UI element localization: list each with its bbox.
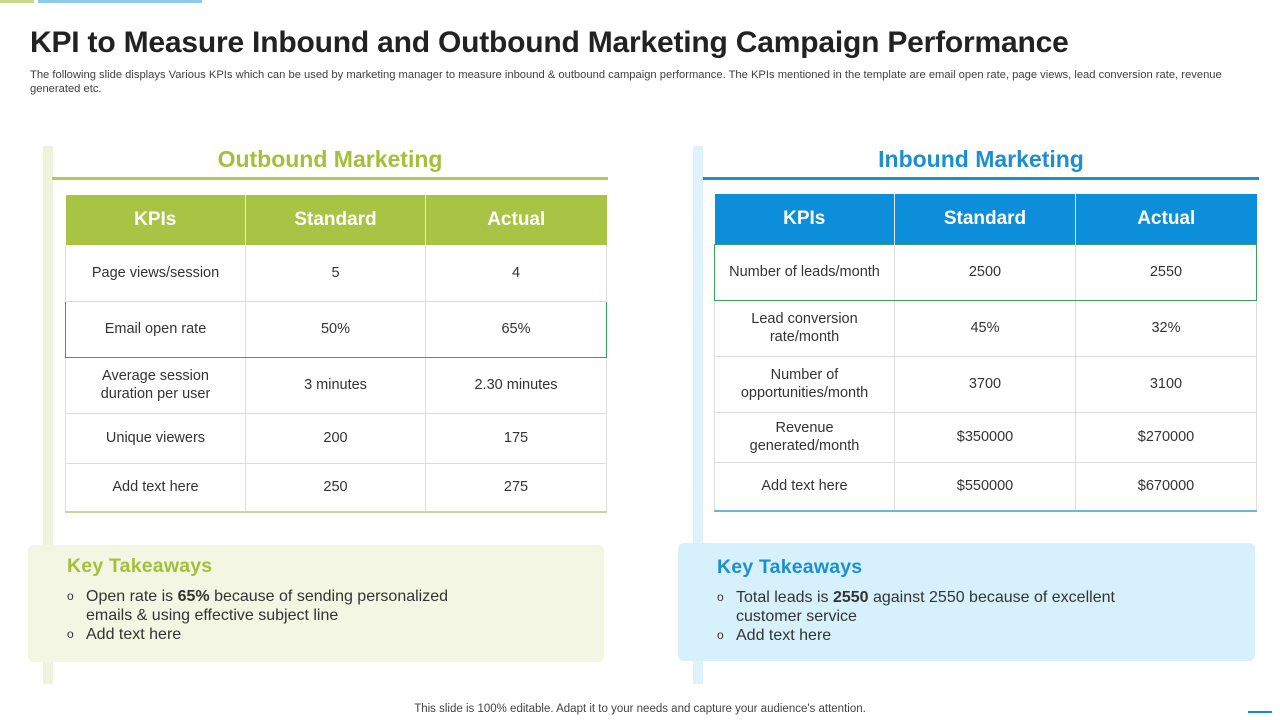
actual-cell: $670000: [1075, 462, 1257, 512]
standard-cell: 2500: [894, 243, 1076, 301]
actual-cell: 275: [425, 463, 607, 513]
standard-cell: 3700: [894, 356, 1076, 413]
kpi-cell: Add text here: [714, 462, 895, 512]
circle-bullet-icon: o: [717, 590, 724, 604]
takeaways-heading: Key Takeaways: [717, 556, 863, 578]
header-kpis: KPIs: [714, 194, 895, 244]
table-row: Average session duration per user 3 minu…: [65, 357, 607, 414]
circle-bullet-icon: o: [67, 627, 74, 641]
table-header-row: KPIs Standard Actual: [714, 194, 1257, 244]
kpi-cell: Email open rate: [65, 300, 246, 358]
footer-note: This slide is 100% editable. Adapt it to…: [414, 703, 866, 715]
outbound-kpi-table: KPIs Standard Actual Page views/session …: [65, 195, 607, 513]
inbound-heading: Inbound Marketing: [703, 146, 1259, 180]
top-accent-blue: [38, 0, 202, 3]
actual-cell: 2.30 minutes: [425, 357, 607, 414]
table-row: Number of opportunities/month 3700 3100: [714, 356, 1257, 413]
actual-cell: 4: [425, 245, 607, 302]
list-item: o Open rate is 65% because of sending per…: [67, 587, 477, 625]
standard-cell: 3 minutes: [245, 357, 426, 414]
page-title: KPI to Measure Inbound and Outbound Mark…: [30, 26, 1069, 59]
header-actual: Actual: [1075, 194, 1257, 244]
takeaway-highlight: 65%: [177, 588, 210, 605]
page-subtitle: The following slide displays Various KPI…: [30, 69, 1222, 95]
actual-cell: $270000: [1075, 412, 1257, 463]
takeaway-text: Total leads is: [736, 589, 833, 606]
standard-cell: $550000: [894, 462, 1076, 512]
table-row: Add text here 250 275: [65, 463, 607, 513]
takeaway-text: Open rate is: [86, 588, 178, 605]
header-actual: Actual: [425, 195, 607, 245]
outbound-heading: Outbound Marketing: [52, 146, 608, 180]
kpi-cell: Revenue generated/month: [714, 412, 895, 463]
actual-cell: 3100: [1075, 356, 1257, 413]
circle-bullet-icon: o: [717, 628, 724, 642]
takeaway-text: Add text here: [86, 626, 182, 643]
actual-cell: 175: [425, 413, 607, 464]
header-standard: Standard: [245, 195, 426, 245]
standard-cell: 50%: [245, 300, 426, 358]
takeaways-list: o Total leads is 2550 against 2550 becaus…: [717, 588, 1255, 645]
actual-cell: 65%: [425, 300, 607, 358]
table-row-highlighted: Email open rate 50% 65%: [65, 300, 607, 358]
actual-cell: 2550: [1075, 243, 1257, 301]
top-accent-green: [0, 0, 34, 3]
inbound-key-takeaways: Key Takeaways o Total leads is 2550 again…: [678, 543, 1255, 661]
kpi-cell: Number of leads/month: [714, 243, 895, 301]
standard-cell: 45%: [894, 300, 1076, 357]
list-item: o Total leads is 2550 against 2550 becaus…: [717, 588, 1127, 626]
table-row: Unique viewers 200 175: [65, 413, 607, 464]
standard-cell: 200: [245, 413, 426, 464]
kpi-cell: Add text here: [65, 463, 246, 513]
takeaways-list: o Open rate is 65% because of sending per…: [67, 587, 604, 644]
table-row: Add text here $550000 $670000: [714, 462, 1257, 512]
inbound-kpi-table: KPIs Standard Actual Number of leads/mon…: [714, 194, 1257, 512]
inbound-accent-strip: [693, 146, 703, 684]
header-standard: Standard: [894, 194, 1076, 244]
circle-bullet-icon: o: [67, 589, 74, 603]
kpi-cell: Page views/session: [65, 245, 246, 302]
table-row: Lead conversion rate/month 45% 32%: [714, 300, 1257, 357]
kpi-cell: Number of opportunities/month: [714, 356, 895, 413]
table-row: Revenue generated/month $350000 $270000: [714, 412, 1257, 463]
takeaway-text: Add text here: [736, 627, 832, 644]
takeaway-text: because of sending personalized emails &…: [86, 588, 449, 624]
table-row-highlighted: Number of leads/month 2500 2550: [714, 243, 1257, 301]
table-header-row: KPIs Standard Actual: [65, 195, 607, 245]
takeaway-text: against 2550 because of excellent custom…: [736, 589, 1115, 625]
standard-cell: 250: [245, 463, 426, 513]
takeaways-heading: Key Takeaways: [67, 555, 213, 577]
kpi-cell: Unique viewers: [65, 413, 246, 464]
kpi-cell: Average session duration per user: [65, 357, 246, 414]
table-row: Page views/session 5 4: [65, 245, 607, 302]
standard-cell: $350000: [894, 412, 1076, 463]
outbound-accent-strip: [43, 146, 53, 684]
list-item: o Add text here: [717, 626, 1127, 645]
corner-accent-line: [1248, 711, 1272, 713]
header-kpis: KPIs: [65, 195, 246, 245]
standard-cell: 5: [245, 245, 426, 302]
outbound-key-takeaways: Key Takeaways o Open rate is 65% because …: [28, 545, 604, 662]
takeaway-highlight: 2550: [832, 589, 869, 606]
actual-cell: 32%: [1075, 300, 1257, 357]
kpi-cell: Lead conversion rate/month: [714, 300, 895, 357]
list-item: o Add text here: [67, 625, 477, 644]
